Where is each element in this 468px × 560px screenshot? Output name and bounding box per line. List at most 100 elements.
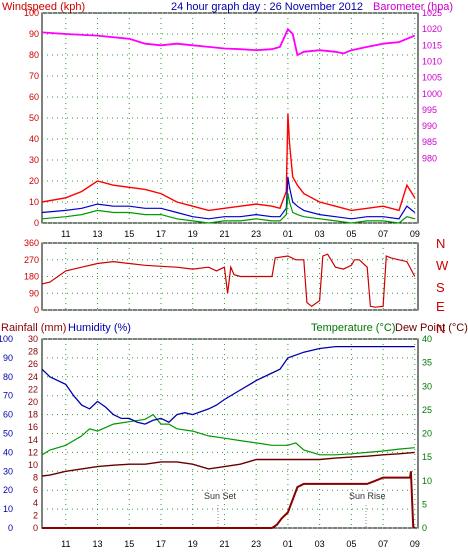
rainfall-tick-label: 12	[28, 447, 38, 457]
direction-tick-label: 270	[24, 255, 39, 265]
wind-gust-line	[41, 113, 416, 212]
wind-direction-line	[41, 253, 416, 308]
compass-tick-label: N	[436, 321, 445, 336]
windspeed-tick-label: 30	[29, 155, 39, 165]
rainfall-tick-label: 14	[28, 435, 38, 445]
direction-tick-label: 90	[29, 288, 39, 298]
windspeed-tick-label: 50	[29, 113, 39, 123]
humidity-tick-label: 40	[3, 447, 13, 457]
windspeed-tick-label: 10	[29, 197, 39, 207]
temperature-tick-label: 15	[422, 452, 432, 462]
rainfall-tick-label: 6	[33, 485, 38, 495]
temperature-tick-label: 20	[422, 429, 432, 439]
rainfall-tick-label: 0	[33, 523, 38, 533]
time-tick-label: 09	[410, 539, 420, 549]
rainfall-axis-label: Rainfall (mm)	[1, 322, 66, 334]
time-tick-label: 05	[346, 539, 356, 549]
windspeed-tick-label: 80	[29, 50, 39, 60]
barometer-tick-label: 1005	[422, 73, 442, 83]
humidity-tick-label: 50	[3, 429, 13, 439]
rainfall-tick-label: 30	[28, 334, 38, 344]
temperature-tick-label: 25	[422, 405, 432, 415]
windspeed-tick-label: 90	[29, 29, 39, 39]
temperature-tick-label: 10	[422, 476, 432, 486]
rainfall-tick-label: 10	[28, 460, 38, 470]
temperature-tick-label: 30	[422, 381, 432, 391]
barometer-tick-label: 1010	[422, 56, 442, 66]
barometer-tick-label: 1025	[422, 8, 442, 18]
temperature-line	[41, 413, 415, 456]
time-tick-label: 07	[378, 539, 388, 549]
wind-low-line	[41, 193, 415, 224]
windspeed-tick-label: 100	[24, 8, 39, 18]
humidity-tick-label: 60	[3, 410, 13, 420]
barometer-tick-label: 990	[422, 121, 437, 131]
barometer-tick-label: 1020	[422, 24, 442, 34]
compass-tick-label: S	[436, 280, 445, 295]
barometer-tick-label: 985	[422, 137, 437, 147]
rainfall-tick-label: 28	[28, 347, 38, 357]
direction-tick-label: 360	[24, 238, 39, 248]
windspeed-tick-label: 0	[34, 218, 39, 228]
time-tick-label: 21	[219, 229, 229, 239]
time-tick-label: 05	[346, 229, 356, 239]
humidity-tick-label: 20	[3, 485, 13, 495]
time-tick-label: 03	[315, 539, 325, 549]
time-tick-label: 11	[61, 539, 70, 549]
rainfall-tick-label: 2	[33, 510, 38, 520]
rainfall-tick-label: 24	[28, 372, 38, 382]
humidity-line	[41, 345, 415, 425]
time-tick-label: 13	[93, 539, 103, 549]
time-tick-label: 15	[124, 229, 134, 239]
windspeed-tick-label: 60	[29, 92, 39, 102]
rainfall-tick-label: 18	[28, 410, 38, 420]
rainfall-tick-label: 20	[28, 397, 38, 407]
time-tick-label: 13	[93, 229, 103, 239]
temperature-tick-label: 5	[422, 499, 427, 509]
rainfall-tick-label: 16	[28, 422, 38, 432]
temperature-tick-label: 0	[422, 523, 427, 533]
humidity-tick-label: 80	[3, 372, 13, 382]
barometer-tick-label: 1000	[422, 89, 442, 99]
barometer-tick-label: 1015	[422, 40, 442, 50]
windspeed-tick-label: 40	[29, 134, 39, 144]
humidity-tick-label: 90	[3, 353, 13, 363]
time-tick-label: 23	[251, 229, 261, 239]
sun-rise-label: Sun Rise	[349, 491, 386, 501]
rainfall-tick-label: 4	[33, 498, 38, 508]
dewpoint-axis-label: Dew Point (°C)	[395, 322, 468, 334]
humidity-tick-label: 100	[0, 334, 13, 344]
time-tick-label: 03	[315, 229, 325, 239]
time-tick-label: 07	[378, 229, 388, 239]
humidity-tick-label: 30	[3, 466, 13, 476]
direction-tick-label: 180	[24, 272, 39, 282]
temperature-tick-label: 40	[422, 334, 432, 344]
humidity-axis-label: Humidity (%)	[68, 322, 131, 334]
wind-average-line	[41, 176, 416, 220]
barometer-axis-label: Barometer (hpa)	[373, 1, 453, 13]
dewpoint-line	[41, 451, 415, 477]
rainfall-line	[42, 471, 416, 529]
time-tick-label: 19	[188, 539, 198, 549]
graph-title: 24 hour graph day : 26 November 2012	[171, 1, 363, 13]
humidity-tick-label: 10	[3, 504, 13, 514]
humidity-tick-label: 70	[3, 391, 13, 401]
barometer-line	[41, 27, 416, 57]
rainfall-tick-label: 8	[33, 473, 38, 483]
wind-panel-frame	[41, 12, 419, 224]
time-tick-label: 17	[156, 539, 166, 549]
sun-set-label: Sun Set	[204, 491, 237, 501]
windspeed-axis-label: Windspeed (kph)	[2, 1, 85, 13]
time-tick-label: 09	[410, 229, 420, 239]
time-tick-label: 01	[283, 229, 293, 239]
time-tick-label: 01	[283, 539, 293, 549]
barometer-tick-label: 995	[422, 105, 437, 115]
compass-tick-label: N	[436, 236, 445, 251]
direction-tick-label: 0	[34, 305, 39, 315]
windspeed-tick-label: 70	[29, 71, 39, 81]
rainfall-tick-label: 26	[28, 359, 38, 369]
humidity-tick-label: 0	[8, 523, 13, 533]
temperature-tick-label: 35	[422, 358, 432, 368]
